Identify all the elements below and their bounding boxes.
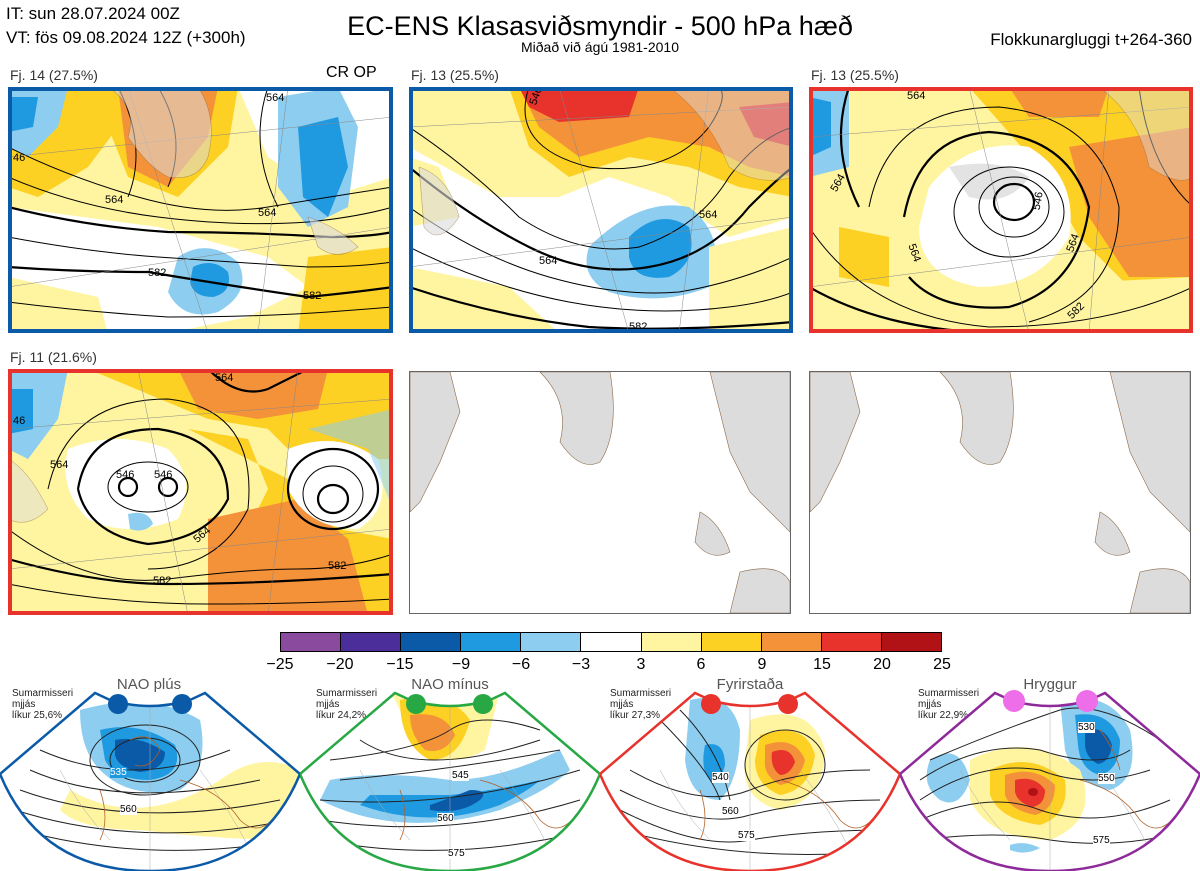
- panel-1-contour-46: 46: [13, 152, 26, 164]
- colorbar-label: −6: [511, 656, 531, 673]
- climatology-subtitle: Miðað við ágú 1981-2010: [520, 39, 679, 55]
- panel-2-contour-582: 582: [629, 321, 648, 333]
- colorbar-label: −9: [451, 656, 471, 673]
- regime-3-marker-right: [778, 694, 798, 714]
- colorbar-label: 3: [636, 656, 646, 673]
- regime-1-marker-right: [172, 694, 192, 714]
- panel-2-label: Fj. 13 (25.5%): [411, 67, 499, 83]
- panel-4-label: Fj. 11 (21.6%): [10, 349, 97, 365]
- regime-2-map: [300, 691, 600, 871]
- panel-4-contour-546a: 546: [116, 469, 135, 481]
- colorbar-segment: [701, 633, 762, 651]
- empty-map-6: [809, 371, 1191, 614]
- panel-1-contour-564c: 564: [266, 92, 285, 104]
- panel-2-contour-564b: 564: [699, 209, 718, 221]
- colorbar-segment: [761, 633, 822, 651]
- colorbar-label: 9: [757, 656, 767, 673]
- colorbar-segment: [821, 633, 882, 651]
- regime-1-contour-560: 560: [120, 804, 137, 815]
- colorbar-segment: [341, 633, 402, 651]
- cluster-map-3: 564 564 546 564 564 582: [809, 87, 1193, 333]
- empty-map-5: [409, 371, 791, 614]
- panel-3-contour-564b: 564: [907, 90, 926, 102]
- regime-2-season: Sumarmisseri: [316, 688, 378, 699]
- regime-2-marker-right: [473, 694, 493, 714]
- regime-3-contour-575: 575: [738, 830, 755, 841]
- regime-2-contour-560: 560: [437, 813, 454, 824]
- regime-3-contour-540: 540: [712, 772, 729, 783]
- regime-4-season: Sumarmisseri: [918, 688, 980, 699]
- colorbar-label: −15: [386, 656, 414, 673]
- panel-1-contour-564b: 564: [258, 207, 277, 219]
- colorbar-segment: [521, 633, 582, 651]
- regime-4-map: [900, 691, 1200, 871]
- colorbar-label: 6: [696, 656, 706, 673]
- panel-4-contour-582a: 582: [153, 575, 172, 587]
- panel-1-tag: CR OP: [326, 64, 377, 81]
- regime-3-marker-left: [701, 694, 721, 714]
- colorbar-segment: [401, 633, 462, 651]
- regime-4-contour-550: 550: [1098, 773, 1115, 784]
- panel-1-contour-582b: 582: [303, 290, 322, 302]
- cluster-map-2: 546 564 564 582: [409, 87, 793, 333]
- cluster-map-4: 46 564 564 546 546 564 582 582: [8, 369, 393, 615]
- regime-2-group: mjjás: [316, 699, 340, 710]
- colorbar-segment: [581, 633, 642, 651]
- panel-4-contour-564a: 564: [50, 459, 69, 471]
- regime-3-map: [600, 691, 900, 871]
- colorbar-label: 15: [813, 656, 831, 673]
- regime-2-contour-575: 575: [448, 848, 465, 859]
- regime-3-group: mjjás: [610, 699, 634, 710]
- colorbar-label: −20: [326, 656, 354, 673]
- panel-1-contour-582a: 582: [148, 267, 167, 279]
- panel-2-contour-564a: 564: [539, 255, 558, 267]
- regime-1-contour-535: 535: [110, 767, 127, 778]
- panel-4-contour-546b: 546: [154, 469, 173, 481]
- colorbar-label: 25: [933, 656, 951, 673]
- cluster-map-1: 46 564 564 564 582 582: [8, 87, 393, 333]
- colorbar-segment: [641, 633, 702, 651]
- regime-4-title: Hryggur: [1023, 676, 1077, 693]
- regime-4-contour-575: 575: [1093, 835, 1110, 846]
- regime-2-contour-545: 545: [452, 770, 469, 781]
- regime-2-probability: líkur 24,2%: [316, 710, 367, 721]
- colorbar-segment: [881, 633, 942, 651]
- regime-1-title: NAO plús: [116, 676, 182, 693]
- colorbar-label: −25: [266, 656, 294, 673]
- regime-2-title: NAO mínus: [411, 676, 489, 693]
- regime-3-probability: líkur 27,3%: [610, 710, 661, 721]
- panel-4-contour-582b: 582: [328, 560, 347, 572]
- colorbar-segment: [461, 633, 522, 651]
- regime-3-contour-560: 560: [722, 806, 739, 817]
- initial-time: IT: sun 28.07.2024 00Z: [6, 4, 180, 23]
- panel-4-contour-46: 46: [13, 415, 26, 427]
- regime-1-probability: líkur 25,6%: [12, 710, 63, 721]
- colorbar: [280, 632, 942, 652]
- valid-time: VT: fös 09.08.2024 12Z (+300h): [6, 28, 246, 47]
- panel-1-contour-564a: 564: [105, 194, 124, 206]
- panel-4-contour-564b: 564: [215, 372, 234, 384]
- regime-4-marker-left: [1003, 690, 1025, 712]
- regime-4-group: mjjás: [918, 699, 942, 710]
- colorbar-label: 20: [873, 656, 891, 673]
- regime-4-contour-530: 530: [1078, 722, 1095, 733]
- colorbar-label: −3: [571, 656, 591, 673]
- regime-4-marker-right: [1076, 690, 1098, 712]
- panel-1-label: Fj. 14 (27.5%): [10, 67, 98, 83]
- regime-1-season: Sumarmisseri: [12, 688, 74, 699]
- regime-4-probability: líkur 22,9%: [918, 710, 969, 721]
- regime-1-group: mjjás: [12, 699, 36, 710]
- cluster-window: Flokkunargluggi t+264-360: [990, 30, 1192, 49]
- panel-3-label: Fj. 13 (25.5%): [811, 67, 899, 83]
- regime-3-title: Fyrirstaða: [716, 676, 784, 693]
- page-title: EC-ENS Klasasviðsmyndir - 500 hPa hæð: [347, 11, 853, 41]
- colorbar-segment: [281, 633, 342, 651]
- regime-2-marker-left: [406, 694, 426, 714]
- regime-1-marker-left: [108, 694, 128, 714]
- regime-1-map: [0, 691, 300, 871]
- regime-3-season: Sumarmisseri: [610, 688, 672, 699]
